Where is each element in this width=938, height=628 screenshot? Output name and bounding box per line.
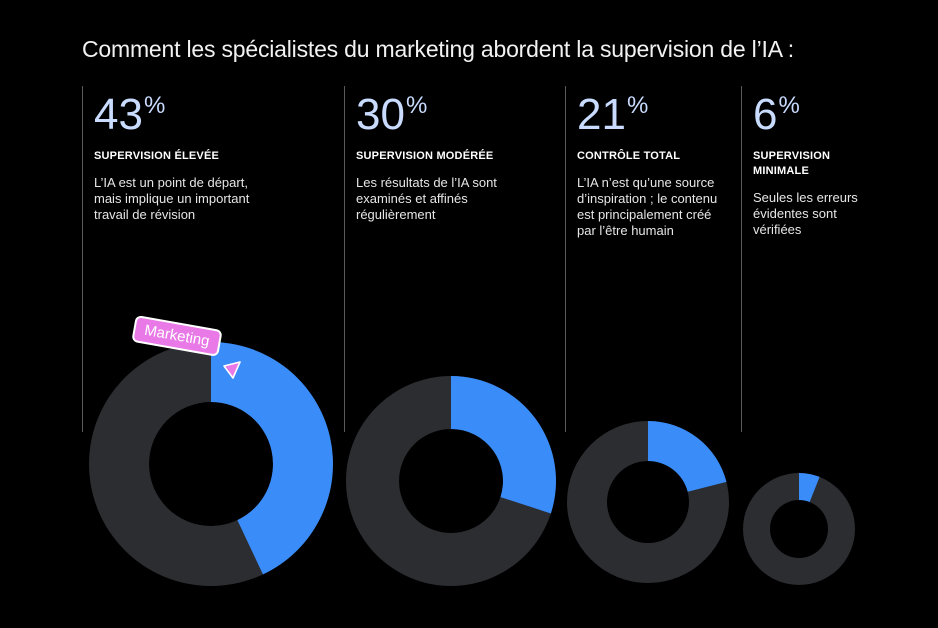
- column-heading: SUPERVISION MODÉRÉE: [356, 150, 494, 162]
- column-divider-1: [82, 86, 83, 432]
- donut-slice: [451, 376, 556, 514]
- column-divider-4: [741, 86, 742, 432]
- percent-value: 6%: [753, 84, 883, 137]
- percent-value: 43%: [94, 84, 294, 137]
- chart-title: Comment les spécialistes du marketing ab…: [82, 36, 794, 62]
- column-heading: SUPERVISION MINIMALE: [753, 150, 831, 177]
- donut-slice: [211, 342, 333, 575]
- column-moderate-supervision: 30% SUPERVISION MODÉRÉE Les résultats de…: [356, 84, 546, 223]
- donut-slice: [648, 421, 727, 492]
- donut-3: [566, 421, 729, 583]
- percent-unit: %: [778, 92, 800, 119]
- column-minimal-supervision: 6% SUPERVISION MINIMALE Seules les erreu…: [753, 84, 883, 238]
- column-description: Les résultats de l’IA sont examinés et a…: [356, 175, 497, 222]
- percent-number: 21: [577, 90, 626, 139]
- column-total-control: 21% CONTRÔLE TOTAL L’IA n’est qu’une sou…: [577, 84, 727, 239]
- column-heading: CONTRÔLE TOTAL: [577, 150, 681, 162]
- donut-2: [345, 376, 556, 586]
- donut-slice: [799, 473, 820, 503]
- column-divider-2: [344, 86, 345, 432]
- donut-4: [742, 473, 855, 585]
- column-description: L’IA est un point de départ, mais impliq…: [94, 175, 250, 222]
- donut-remainder: [742, 473, 855, 585]
- cursor-arrow-icon: [222, 360, 244, 387]
- column-description: Seules les erreurs évidentes sont vérifi…: [753, 190, 858, 237]
- column-heading: SUPERVISION ÉLEVÉE: [94, 150, 220, 162]
- column-high-supervision: 43% SUPERVISION ÉLEVÉE L’IA est un point…: [94, 84, 294, 223]
- percent-number: 43: [94, 90, 143, 139]
- column-divider-3: [565, 86, 566, 432]
- percent-number: 6: [753, 90, 778, 139]
- percent-value: 21%: [577, 84, 727, 137]
- percent-unit: %: [626, 92, 649, 119]
- percent-unit: %: [143, 92, 166, 119]
- percent-value: 30%: [356, 84, 546, 137]
- donut-1: [88, 342, 333, 586]
- percent-unit: %: [405, 92, 428, 119]
- percent-number: 30: [356, 90, 405, 139]
- column-description: L’IA n’est qu’une source d’inspiration ;…: [577, 175, 718, 238]
